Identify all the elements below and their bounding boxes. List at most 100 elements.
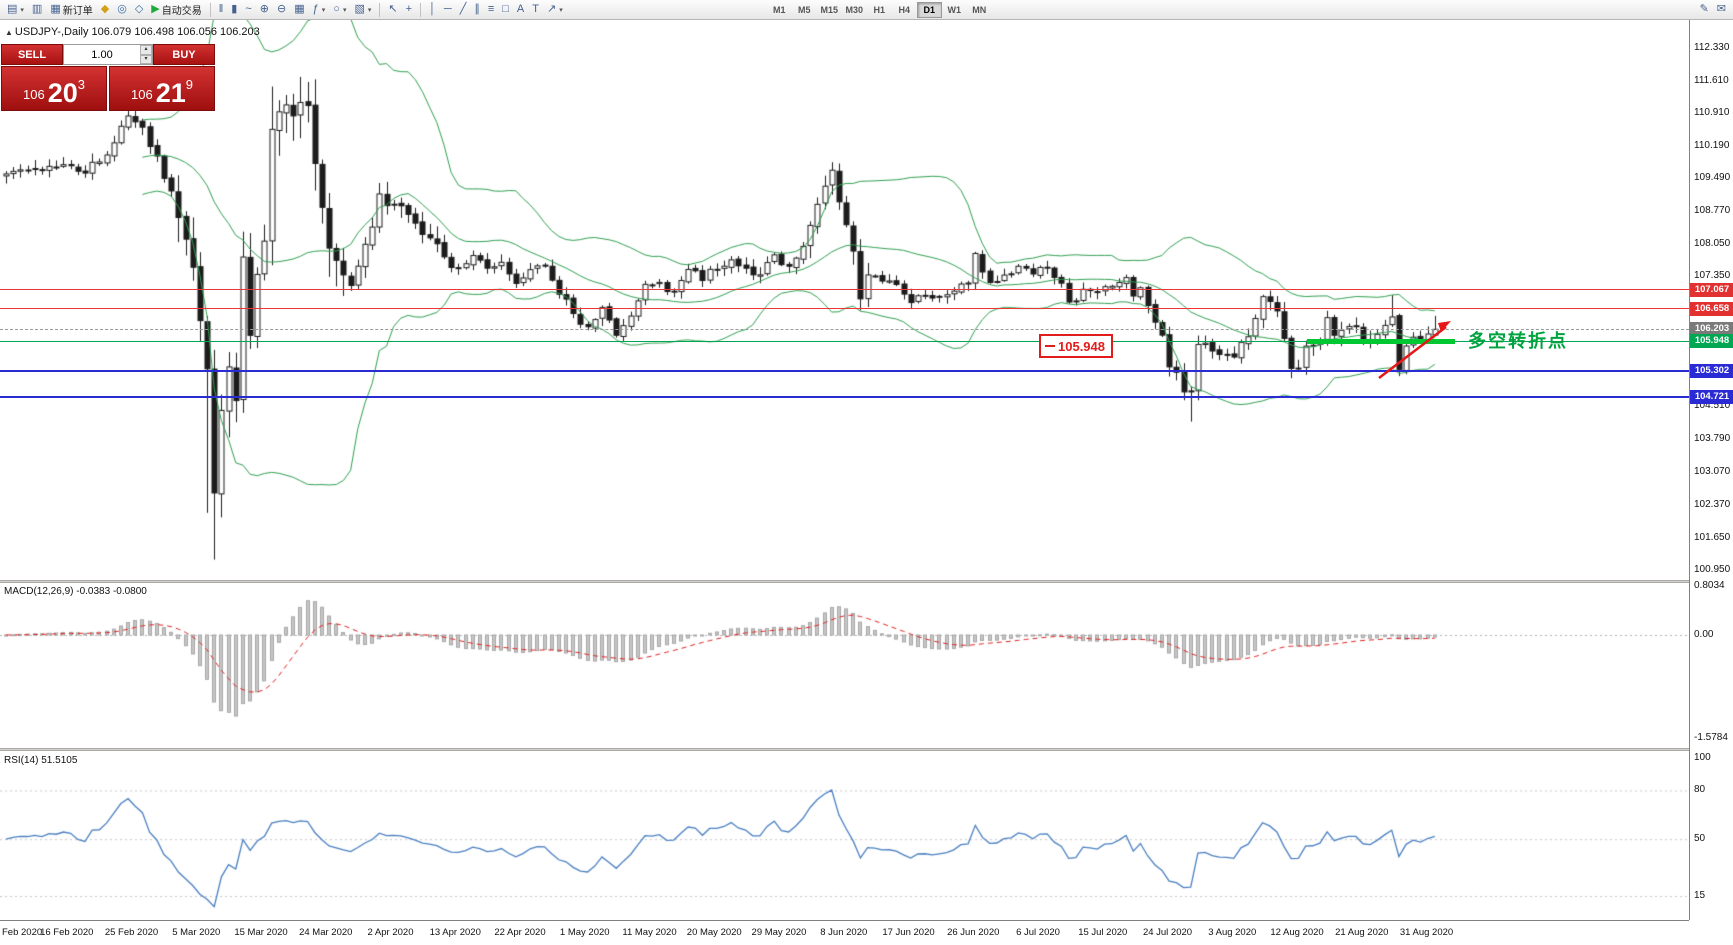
volume-input[interactable] (64, 45, 140, 64)
price-annotation-box[interactable]: 105.948 (1039, 334, 1113, 358)
horizontal-line-tool-button[interactable]: ─ (440, 1, 456, 18)
date-label: 15 Mar 2020 (234, 927, 288, 938)
date-label: 13 Apr 2020 (429, 927, 481, 938)
macd-axis-label: 0.8034 (1694, 579, 1725, 591)
label-tool-button[interactable]: T (528, 1, 543, 18)
fibonacci-tool-button[interactable]: ≡ (484, 1, 498, 18)
hline-106.658[interactable] (0, 308, 1689, 309)
turning-point-note[interactable]: 多空转折点 (1468, 331, 1568, 352)
trendline-arrow[interactable] (1365, 314, 1460, 386)
buy-price-box[interactable]: 106 21 9 (109, 66, 215, 111)
shapes-tool-icon: □ (502, 3, 509, 15)
timeframe-d1-button[interactable]: D1 (916, 1, 942, 18)
date-axis[interactable]: Feb 2020 16 Feb 2020 25 Feb 2020 5 Mar 2020… (0, 920, 1689, 945)
hline-105.948[interactable] (0, 340, 1689, 342)
timeframe-h4-button[interactable]: H4 (892, 2, 917, 18)
volume-down-button[interactable]: ▾ (140, 54, 152, 64)
chart-title-text: USDJPY-,Daily 106.079 106.498 106.056 10… (14, 26, 260, 38)
caret-down-icon: ▾ (559, 6, 563, 14)
profiles-button[interactable]: ▥ (28, 1, 46, 18)
date-label: 11 May 2020 (622, 927, 677, 938)
hline-105.302[interactable] (0, 369, 1689, 372)
market-watch-button[interactable]: ◆ (97, 1, 113, 18)
data-window-button[interactable]: ◎ (113, 1, 131, 18)
text-tool-button[interactable]: A (513, 1, 528, 18)
date-label: 22 Apr 2020 (494, 927, 546, 938)
horizontal-line-tool-icon: ─ (443, 3, 452, 15)
toolbar-separator (209, 2, 211, 17)
arrows-tool-icon: ↗ (546, 3, 557, 15)
autotrading-button[interactable]: ▶ 自动交易 (147, 1, 205, 18)
price-axis-label: 100.950 (1694, 563, 1731, 575)
candlestick-mode-button[interactable]: ▮ (227, 1, 241, 18)
panel-separator[interactable] (0, 580, 1733, 583)
date-label: 8 Jun 2020 (820, 927, 868, 938)
crosshair-button[interactable]: + (402, 1, 416, 18)
vertical-line-tool-button[interactable]: │ (425, 1, 440, 18)
price-chart-canvas[interactable] (0, 20, 1689, 581)
rsi-axis-label: 100 (1694, 751, 1711, 763)
zoom-in-button[interactable]: ⊕ (256, 1, 273, 18)
timeframe-m5-button[interactable]: M5 (792, 2, 817, 18)
new-chart-icon: ▤ (7, 3, 18, 15)
chat-button[interactable]: ✉ (1713, 1, 1730, 18)
sell-price-box[interactable]: 106 20 3 (1, 66, 107, 111)
new-chart-button[interactable]: ▤ ▾ (3, 1, 28, 18)
navigator-button[interactable]: ◇ (131, 1, 147, 18)
tile-windows-button[interactable]: ▦ (290, 1, 308, 18)
timeframe-m30-button[interactable]: M30 (842, 2, 867, 18)
price-tag-105.302: 105.302 (1690, 363, 1733, 378)
new-order-button[interactable]: ▦ 新订单 (46, 1, 96, 18)
sell-button[interactable]: SELL (1, 44, 63, 65)
arrows-tool-button[interactable]: ↗ ▾ (543, 1, 567, 18)
price-axis-label: 112.330 (1694, 42, 1730, 53)
edit-button[interactable]: ✎ (1696, 1, 1713, 18)
trendline-tool-button[interactable]: ╱ (456, 1, 471, 18)
hline-104.721[interactable] (0, 396, 1689, 399)
volume-up-button[interactable]: ▴ (140, 45, 152, 55)
zoom-in-icon: ⊕ (259, 3, 270, 15)
macd-indicator-canvas[interactable] (0, 583, 1689, 748)
rsi-axis-label: 15 (1694, 889, 1706, 901)
timeframe-h1-button[interactable]: H1 (867, 2, 892, 18)
templates-icon: ▧ (354, 3, 365, 15)
indicators-button[interactable]: ƒ ▾ (309, 1, 330, 18)
date-label: 15 Jul 2020 (1078, 927, 1128, 938)
edit-icon: ✎ (1699, 3, 1709, 15)
date-label: 17 Jun 2020 (882, 927, 935, 938)
rsi-indicator-canvas[interactable] (0, 752, 1689, 920)
hline-107.067[interactable] (0, 289, 1689, 291)
timeframe-m15-button[interactable]: M15 (817, 2, 842, 18)
price-tag-105.948: 105.948 (1690, 334, 1733, 349)
timeframe-group: M1 M5 M15 M30 H1 H4 D1 W1 MN (767, 1, 992, 18)
candlestick-mode-icon: ▮ (231, 3, 238, 15)
date-label: 2 Apr 2020 (367, 927, 414, 938)
date-label: 25 Feb 2020 (104, 927, 159, 938)
price-tag-107.067: 107.067 (1690, 282, 1733, 297)
buy-button[interactable]: BUY (153, 44, 215, 65)
shapes-tool-button[interactable]: □ (498, 1, 513, 18)
channel-tool-button[interactable]: ∥ (470, 1, 484, 18)
cursor-icon: ↖ (388, 3, 398, 15)
support-segment[interactable] (1307, 339, 1455, 344)
date-label: Feb 2020 (2, 927, 43, 938)
periods-button[interactable]: ○ ▾ (329, 1, 350, 18)
sell-price-big: 20 (47, 78, 78, 109)
price-axis[interactable]: 112.330 111.610 110.910 110.190 109.490 108.7… (1689, 20, 1733, 920)
caret-down-icon: ▾ (342, 6, 347, 14)
text-tool-icon: A (516, 3, 525, 15)
templates-button[interactable]: ▧ ▾ (350, 1, 375, 18)
hline-106.203[interactable] (0, 328, 1689, 330)
cursor-button[interactable]: ↖ (384, 1, 401, 18)
zoom-out-button[interactable]: ⊖ (273, 1, 290, 18)
date-label: 6 Jul 2020 (1016, 927, 1060, 938)
panel-separator[interactable] (0, 748, 1733, 751)
line-chart-mode-button[interactable]: ~ (241, 1, 255, 18)
timeframe-mn-button[interactable]: MN (967, 2, 992, 18)
date-label: 31 Aug 2020 (1399, 927, 1454, 938)
timeframe-m1-button[interactable]: M1 (767, 2, 792, 18)
profiles-icon: ▥ (31, 3, 43, 15)
rsi-label: RSI(14) 51.5105 (4, 755, 78, 766)
timeframe-w1-button[interactable]: W1 (942, 2, 967, 18)
bar-chart-mode-button[interactable]: ‖ (215, 1, 228, 18)
